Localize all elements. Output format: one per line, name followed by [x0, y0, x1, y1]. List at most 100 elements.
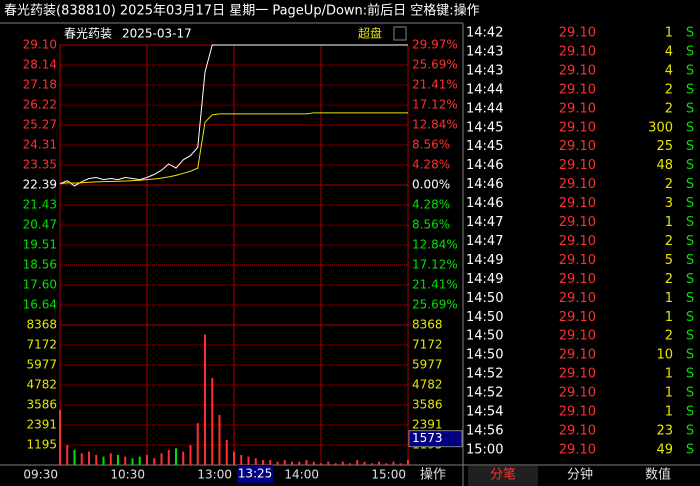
- tab[interactable]: 数值: [645, 467, 671, 483]
- tick-cell: 4: [665, 44, 673, 59]
- y2-tick-label: 2391: [412, 417, 443, 431]
- y2-tick-label: 25.69%: [412, 57, 458, 71]
- y-tick-label: 17.60: [23, 277, 57, 291]
- y2-tick-label: 25.69%: [412, 298, 458, 312]
- volume-bar: [298, 461, 301, 465]
- y-tick-label: 23.35: [23, 157, 57, 171]
- stock-label: 春光药装: [64, 27, 112, 41]
- tick-cell: S: [686, 386, 694, 401]
- tick-cell: 300: [648, 120, 673, 135]
- volume-bar: [320, 463, 322, 465]
- price-line: [59, 44, 408, 187]
- y2-tick-label: 21.41%: [412, 77, 458, 91]
- title-bar: 春光药装(838810) 2025年03月17日 星期一 PageUp/Down…: [4, 3, 480, 19]
- y2-tick-label: 17.12%: [412, 257, 458, 271]
- tick-cell: 14:49: [466, 272, 503, 287]
- volume-bar: [341, 461, 344, 465]
- volume-bar: [356, 459, 359, 465]
- tick-cell: 14:46: [466, 196, 503, 211]
- x-tick-label: 13:00: [197, 468, 232, 482]
- tick-cell: 29.10: [559, 253, 596, 268]
- y-tick-label: 24.31: [23, 137, 57, 151]
- volume-bar: [349, 463, 351, 465]
- tick-cell: 29.10: [559, 442, 596, 457]
- tick-cell: S: [686, 310, 694, 325]
- y-tick-label: 18.56: [23, 257, 57, 271]
- volume-bar: [204, 334, 206, 465]
- x-tick-label: 10:30: [110, 468, 145, 482]
- tick-cell: S: [686, 272, 694, 287]
- volume-bar: [117, 454, 119, 465]
- y-tick-label: 1195: [26, 438, 57, 452]
- tick-cell: S: [686, 215, 694, 230]
- y-tick-label: 26.22: [23, 98, 57, 112]
- tick-cell: S: [686, 120, 694, 135]
- volume-bar: [240, 454, 243, 465]
- tick-cell: 29.10: [559, 26, 596, 41]
- volume-bar: [247, 456, 250, 465]
- y-tick-label: 7172: [26, 338, 57, 352]
- y2-tick-label: 8368: [412, 318, 443, 332]
- tick-cell: 29.10: [559, 139, 596, 154]
- volume-bar: [225, 439, 228, 465]
- tick-cell: 2: [665, 234, 673, 249]
- mode-label[interactable]: 超盘: [358, 26, 382, 41]
- tick-cell: 1: [665, 367, 673, 382]
- volume-bar: [370, 463, 373, 465]
- tick-cell: 29.10: [559, 196, 596, 211]
- volume-bar: [276, 461, 279, 465]
- mode-button[interactable]: [393, 26, 407, 41]
- volume-bar: [399, 463, 402, 465]
- tick-cell: 10: [656, 348, 673, 363]
- y-tick-label: 20.47: [23, 218, 57, 232]
- x-tick-label: 09:30: [23, 468, 58, 482]
- y-tick-label: 8368: [26, 318, 57, 332]
- tick-cell: S: [686, 44, 694, 59]
- tick-cell: S: [686, 101, 694, 116]
- tick-cell: S: [686, 139, 694, 154]
- tick-cell: S: [686, 367, 694, 382]
- tick-cell: S: [686, 158, 694, 173]
- volume-bar: [167, 449, 170, 465]
- tick-cell: S: [686, 82, 694, 97]
- volume-bar: [283, 459, 286, 465]
- volume-bar: [182, 451, 185, 465]
- y-tick-label: 4782: [26, 377, 57, 391]
- tick-cell: 3: [665, 196, 673, 211]
- tick-cell: 2: [665, 82, 673, 97]
- tick-cell: S: [686, 348, 694, 363]
- tick-cell: 23: [656, 423, 673, 438]
- tick-cell: 48: [656, 158, 673, 173]
- tick-cell: 29.10: [559, 234, 596, 249]
- tick-cell: 29.10: [559, 405, 596, 420]
- y2-tick-label: 0.00%: [412, 177, 450, 191]
- y2-tick-label: 4.28%: [412, 197, 450, 211]
- y2-tick-label: 12.84%: [412, 237, 458, 251]
- volume-bar: [88, 451, 90, 465]
- volume-bar: [254, 458, 257, 465]
- y-tick-label: 21.43: [23, 198, 57, 212]
- y2-tick-label: 17.12%: [412, 98, 458, 112]
- tick-cell: 14:43: [466, 63, 503, 78]
- tick-cell: 29.10: [559, 82, 596, 97]
- tab[interactable]: 分笔: [490, 467, 516, 483]
- volume-bar: [385, 463, 388, 465]
- tick-cell: 29.10: [559, 120, 596, 135]
- tick-cell: S: [686, 234, 694, 249]
- tick-cell: 4: [665, 63, 673, 78]
- tick-cell: 29.10: [559, 367, 596, 382]
- y-tick-label: 29.10: [23, 38, 57, 52]
- y2-tick-label: 29.97%: [412, 38, 458, 52]
- tab[interactable]: 分钟: [567, 467, 593, 483]
- y-tick-label: 22.39: [23, 178, 57, 192]
- tick-cell: 29.10: [559, 386, 596, 401]
- tick-cell: 29.10: [559, 101, 596, 116]
- volume-bar: [80, 453, 83, 465]
- volume-bar: [392, 461, 395, 465]
- tick-cell: 2: [665, 101, 673, 116]
- tab[interactable]: 操作: [420, 467, 446, 483]
- tick-cell: 29.10: [559, 63, 596, 78]
- volume-bar: [175, 448, 177, 465]
- tick-cell: 1: [665, 291, 673, 306]
